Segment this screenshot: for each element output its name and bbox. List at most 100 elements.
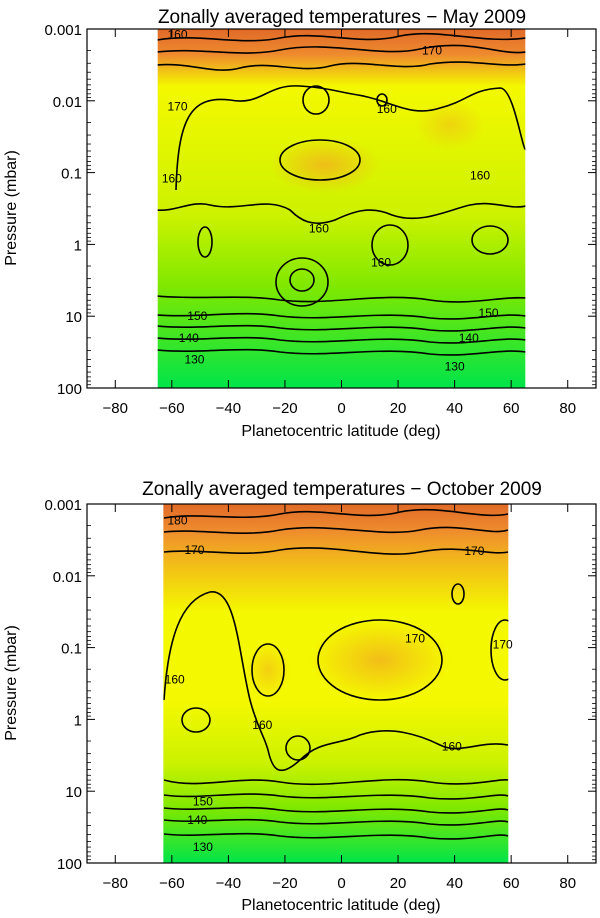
x-axis-label: Planetocentric latitude (deg) (241, 897, 440, 914)
contour-label: 140 (459, 331, 479, 345)
contour-line (197, 226, 213, 258)
contour-line (181, 707, 211, 733)
warm-spot (270, 137, 380, 193)
warm-spot (246, 642, 290, 698)
y-tick-label: 0.01 (53, 94, 82, 111)
y-tick-label: 100 (57, 856, 82, 873)
y-tick-label: 0.1 (61, 166, 82, 183)
y-axis-label: Pressure (mbar) (3, 150, 20, 266)
contour-line (157, 32, 526, 42)
y-tick-label: 10 (65, 784, 82, 801)
x-axis-label: Planetocentric latitude (deg) (241, 423, 440, 440)
y-axis-ticks: 0.001 0.01 0.1 1 10 100 (44, 22, 596, 398)
contour-line (289, 268, 315, 292)
contour-line (376, 93, 388, 107)
contour-label: 170 (167, 99, 187, 113)
x-tick-label: 0 (337, 400, 345, 417)
contour-label: 160 (165, 673, 185, 687)
contour-label: 160 (470, 169, 490, 183)
contour-line (371, 224, 409, 266)
contour-lines (157, 32, 526, 356)
contour-line (317, 619, 443, 701)
contour-label: 160 (309, 221, 329, 235)
x-tick-label: 80 (559, 400, 576, 417)
x-tick-label: 40 (446, 875, 463, 892)
contour-label: 170 (464, 544, 484, 558)
contour-labels: 180 170 170 170 170 160 160 160 150 140 130 (165, 514, 513, 855)
y-tick-label: 1 (74, 712, 82, 729)
contour-label: 150 (193, 795, 213, 809)
x-tick-label: −60 (159, 875, 184, 892)
contour-line (490, 619, 509, 681)
contour-line (157, 61, 526, 71)
x-tick-label: −80 (103, 875, 128, 892)
contour-label: 130 (193, 840, 213, 854)
contour-label: 160 (252, 718, 272, 732)
x-tick-label: 20 (390, 400, 407, 417)
contour-line (451, 583, 465, 605)
contour-line (275, 257, 329, 307)
contour-line (163, 547, 509, 555)
contour-label: 150 (479, 306, 499, 320)
contour-line (163, 778, 509, 786)
warm-regions (246, 620, 450, 700)
contour-line (157, 44, 526, 54)
contour-label: 130 (445, 359, 465, 373)
contour-line (279, 139, 361, 181)
contour-line (302, 85, 330, 115)
x-tick-label: −40 (216, 875, 241, 892)
contour-label: 170 (493, 637, 513, 651)
contour-line (163, 508, 509, 519)
warm-spot (415, 100, 485, 150)
contour-line (163, 818, 509, 826)
contour-label: 170 (184, 543, 204, 557)
x-tick-label: −60 (159, 400, 184, 417)
warm-regions (270, 100, 485, 193)
y-tick-label: 0.01 (53, 569, 82, 586)
contour-label: 150 (187, 309, 207, 323)
chart-panel-may: Zonally averaged temperatures − May 2009 (3, 7, 597, 440)
contour-line (157, 202, 526, 225)
contour-label: 170 (422, 44, 442, 58)
contour-line (471, 225, 509, 255)
y-tick-label: 0.001 (44, 22, 82, 39)
contour-line (157, 324, 526, 332)
contour-line (285, 735, 311, 761)
contour-label: 160 (371, 256, 391, 270)
x-tick-label: 60 (503, 400, 520, 417)
contour-line (157, 348, 526, 356)
chart-title: Zonally averaged temperatures − May 2009 (158, 7, 526, 28)
contour-label: 160 (377, 102, 397, 116)
y-tick-label: 0.001 (44, 497, 82, 514)
contour-label: 140 (187, 813, 207, 827)
x-tick-label: 0 (337, 875, 345, 892)
x-tick-label: −40 (216, 400, 241, 417)
contour-line (157, 312, 526, 320)
contour-label: 160 (162, 171, 182, 185)
contour-label: 160 (167, 28, 187, 42)
x-tick-label: 40 (446, 400, 463, 417)
contour-line (163, 793, 509, 800)
contour-line (251, 643, 285, 697)
chart-panel-october: Zonally averaged temperatures − October … (3, 479, 597, 914)
contour-label: 160 (442, 740, 462, 754)
contour-line (157, 295, 526, 303)
y-tick-label: 0.1 (61, 641, 82, 658)
x-axis-ticks: −80 −60 −40 −20 0 20 40 60 80 (103, 29, 576, 417)
contour-label: 130 (184, 352, 204, 366)
contour-line (175, 85, 526, 191)
y-axis-ticks: 0.001 0.01 0.1 1 10 100 (44, 497, 596, 873)
warm-spot (310, 620, 450, 700)
contour-line (163, 591, 509, 772)
y-tick-label: 10 (65, 309, 82, 326)
x-tick-label: 60 (503, 875, 520, 892)
contour-line (163, 806, 509, 814)
contour-label: 180 (167, 514, 187, 528)
y-tick-label: 1 (74, 237, 82, 254)
contour-line (163, 526, 509, 534)
x-axis-ticks: −80 −60 −40 −20 0 20 40 60 80 (103, 504, 576, 892)
contour-line (163, 832, 509, 840)
x-tick-label: 80 (559, 875, 576, 892)
x-tick-label: −80 (103, 400, 128, 417)
